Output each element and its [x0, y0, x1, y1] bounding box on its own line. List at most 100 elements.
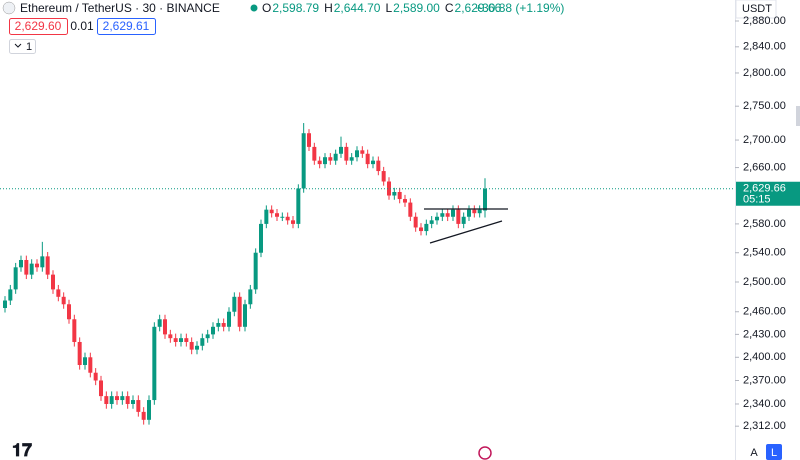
candle-body [120, 396, 125, 401]
candle-body [35, 263, 39, 268]
candle-body [51, 274, 55, 290]
candle-body [381, 171, 386, 182]
currency-button[interactable] [735, 0, 777, 19]
candle-body [216, 323, 221, 327]
y-tick-label: 2,880.00 [743, 15, 786, 27]
candle-body [61, 296, 66, 305]
candle-body [349, 157, 354, 161]
candle-body [328, 157, 333, 161]
candle-body [360, 150, 365, 154]
y-tick-label: 2,400.00 [743, 351, 786, 363]
candle-body [419, 227, 423, 232]
candle-body [403, 199, 407, 203]
symbol-icon[interactable] [2, 1, 16, 15]
y-tick-label: 2,500.00 [743, 276, 786, 288]
candle-body [88, 357, 93, 373]
candle-body [291, 220, 295, 224]
price-change: +30.88 (+1.19%) [475, 1, 564, 15]
candle-body [45, 256, 50, 275]
candle-body [211, 326, 215, 335]
chevron [14, 43, 22, 48]
ohlc-letter: H [324, 1, 333, 15]
symbol-title[interactable]: Ethereum / TetherUS · 30 · BINANCE [20, 1, 220, 15]
candle-body [104, 396, 109, 404]
candle-body [221, 323, 226, 327]
y-tick-label: 2,340.00 [743, 398, 786, 410]
candle-body [483, 188, 487, 211]
logo: 𝟏𝟕 [12, 440, 32, 460]
candle-body [413, 216, 418, 228]
auto-button[interactable] [746, 444, 762, 460]
buy-button[interactable] [97, 18, 156, 35]
replay-icon[interactable] [478, 446, 492, 460]
y-tick-label: 2,700.00 [743, 134, 786, 146]
log-label[interactable]: L [771, 447, 777, 459]
auto-label[interactable]: A [750, 447, 758, 459]
trend-line [429, 220, 503, 244]
candle-body [307, 133, 311, 147]
candle-body [456, 209, 461, 224]
ask-price[interactable]: 2,629.61 [103, 19, 150, 33]
y-tick-label: 2,840.00 [743, 41, 786, 53]
ohlc-values: O 2,598.79 H 2,644.70 L 2,589.00 C 2,629.66 [262, 1, 502, 15]
candle-body [477, 209, 482, 214]
ohlc-letter: C [445, 1, 454, 15]
market-status[interactable] [250, 4, 258, 12]
log-button[interactable] [766, 444, 782, 460]
candle-body [339, 146, 343, 154]
candle-body [259, 223, 263, 253]
candle-body [40, 256, 45, 268]
candle-body [269, 209, 274, 214]
sell-button[interactable] [9, 18, 68, 35]
candle-body [3, 300, 7, 308]
candle-body [392, 192, 397, 196]
candle-body [163, 319, 167, 335]
y-tick-label: 2,540.00 [743, 247, 786, 259]
y-tick-label: 2,800.00 [743, 67, 786, 79]
candle-body [451, 209, 455, 217]
candle-body [115, 396, 119, 401]
candle-body [19, 259, 23, 268]
price-tag-value: 2,629.66 [743, 183, 786, 195]
candle-body [237, 296, 242, 327]
candle-body [200, 338, 205, 346]
candle-body [387, 181, 391, 196]
candle-body [179, 338, 183, 342]
candle-body [77, 341, 82, 365]
candle-body [435, 216, 439, 221]
indicator-toggle[interactable] [9, 39, 36, 54]
candle-body [323, 157, 327, 165]
candle-body [184, 338, 189, 342]
y-tick-label: 2,750.00 [743, 100, 786, 112]
candle-body [29, 263, 34, 275]
candle-body [317, 160, 322, 165]
candle-body [285, 216, 290, 221]
candle-body [467, 209, 471, 217]
candle-body [93, 372, 98, 381]
candle-body [189, 341, 194, 350]
candle-body [408, 202, 413, 217]
currency[interactable]: USDT [742, 3, 772, 15]
candle-body [440, 213, 445, 217]
candle-body [232, 296, 237, 312]
ohlc-value: 2,629.66 [455, 1, 502, 15]
y-tick-label: 2,430.00 [743, 328, 786, 340]
candle-body [296, 188, 301, 224]
y-tick-label: 2,370.00 [743, 374, 786, 386]
candle-body [301, 133, 306, 189]
candle-body [253, 252, 258, 290]
y-tick-label: 2,312.00 [743, 420, 786, 432]
candle-body [168, 334, 173, 339]
candle-body [56, 289, 61, 297]
candle-body [461, 216, 466, 224]
bid-price[interactable]: 2,629.60 [15, 19, 62, 33]
candle-body [152, 326, 157, 401]
candle-body [344, 146, 349, 161]
ohlc-letter: L [385, 1, 392, 15]
price-tag-countdown: 05:15 [743, 194, 771, 206]
candle-body [445, 213, 450, 217]
candle-body [355, 150, 359, 158]
candle-body [8, 289, 13, 301]
